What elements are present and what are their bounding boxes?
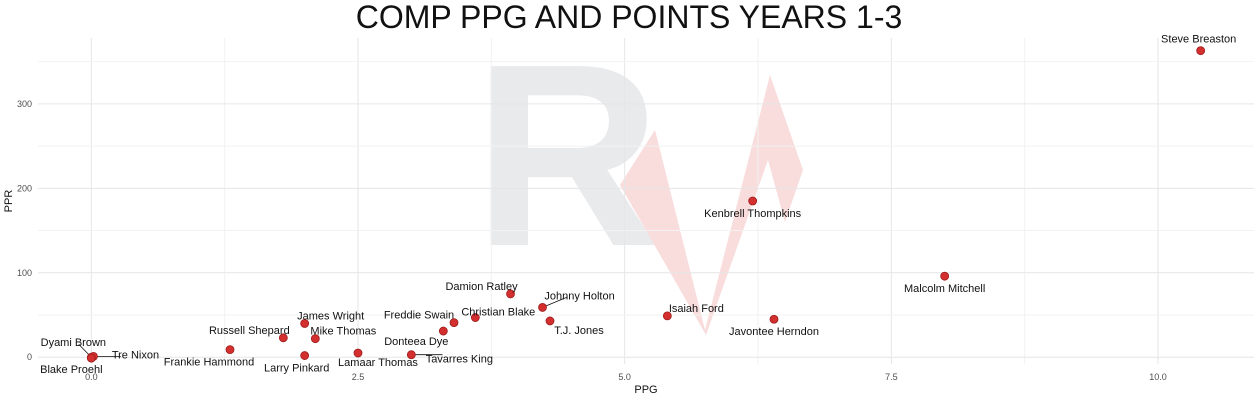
point-label: Christian Blake	[461, 307, 535, 319]
y-tick-label: 100	[17, 268, 32, 278]
watermark-letter: R	[473, 11, 661, 301]
point-label: Malcolm Mitchell	[904, 283, 985, 295]
point-labels: Steve Breaston Kenbrell Thompkins Malcolm …	[40, 34, 1236, 376]
point-label: T.J. Jones	[554, 325, 604, 337]
data-point-malcolm-mitchell	[940, 271, 950, 281]
grid	[38, 38, 1254, 364]
data-point-mike-thomas	[310, 334, 320, 344]
data-point-lamaar-thomas	[353, 348, 363, 358]
x-tick-label: 5.0	[618, 372, 631, 382]
data-point-steve-breaston	[1196, 46, 1206, 56]
x-tick-label: 0.0	[85, 372, 98, 382]
point-label: Kenbrell Thompkins	[704, 208, 802, 220]
chart-title: COMP PPG AND POINTS YEARS 1-3	[355, 0, 903, 35]
point-label: Steve Breaston	[1161, 34, 1236, 46]
data-point-t-j-jones	[545, 316, 555, 326]
data-point-donteea-dye	[438, 326, 448, 336]
data-points	[86, 46, 1206, 363]
data-point-christian-blake	[470, 313, 480, 322]
x-axis-title: PPG	[634, 384, 657, 396]
data-point-blake-proehl	[86, 353, 96, 363]
x-tick-label: 7.5	[885, 372, 898, 382]
point-label: Johnny Holton	[544, 290, 614, 302]
point-label: Larry Pinkard	[264, 363, 329, 375]
data-point-tavarres-king	[406, 350, 416, 360]
point-label: Tre Nixon	[112, 349, 159, 361]
point-label: James Wright	[297, 310, 364, 322]
data-point-kenbrell-thompkins	[748, 196, 758, 206]
point-label: Donteea Dye	[384, 336, 448, 348]
point-label: Isaiah Ford	[669, 303, 724, 315]
data-point-freddie-swain	[449, 318, 459, 328]
watermark-check-mark	[620, 75, 803, 335]
data-point-russell-shepard	[278, 333, 288, 343]
data-point-damion-ratley	[506, 289, 515, 299]
point-label: Freddie Swain	[384, 310, 454, 322]
y-tick-label: 200	[17, 183, 32, 193]
point-label: Lamaar Thomas	[338, 357, 418, 369]
point-label: Blake Proehl	[40, 364, 102, 376]
point-label: Tavarres King	[426, 354, 493, 366]
data-point-larry-pinkard	[300, 351, 310, 360]
data-point-frankie-hammond	[225, 345, 235, 355]
watermark-logo: R	[473, 11, 803, 335]
axis-ticks: 0.0 2.5 5.0 7.5 10.0 0 100 200 300	[17, 99, 1167, 382]
point-label: Frankie Hammond	[164, 357, 254, 369]
x-tick-label: 10.0	[1149, 372, 1167, 382]
y-tick-label: 300	[17, 99, 32, 109]
y-axis-title: PPR	[3, 190, 15, 213]
point-label: Damion Ratley	[445, 281, 518, 293]
point-label: Javontee Herndon	[729, 326, 819, 338]
data-point-johnny-holton	[538, 303, 547, 312]
data-point-javontee-herndon	[769, 314, 779, 324]
data-point-isaiah-ford	[662, 311, 672, 321]
point-label: Mike Thomas	[310, 326, 376, 338]
x-tick-label: 2.5	[352, 372, 365, 382]
y-tick-label: 0	[27, 352, 32, 362]
point-label: Dyami Brown	[41, 337, 106, 349]
point-label: Russell Shepard	[209, 325, 290, 337]
data-point-james-wright	[300, 319, 310, 328]
